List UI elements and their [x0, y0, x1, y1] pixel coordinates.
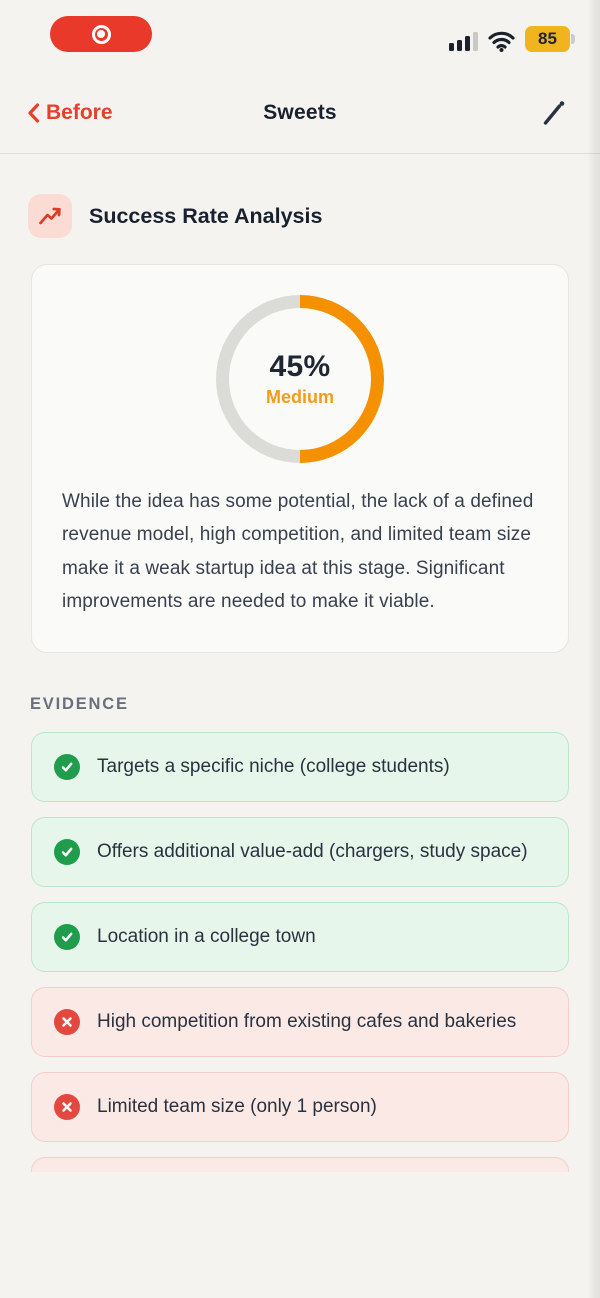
cellular-signal-icon: [449, 32, 478, 52]
chevron-left-icon: [28, 102, 40, 123]
check-circle-icon: [54, 839, 80, 865]
navigation-bar: Before Sweets: [0, 72, 600, 154]
success-donut: 45% Medium: [216, 295, 384, 463]
pencil-icon: [543, 101, 565, 125]
back-button-label: Before: [46, 100, 113, 124]
trending-up-icon: [28, 194, 72, 238]
check-circle-icon: [54, 924, 80, 950]
evidence-item: High competition from existing cafes and…: [31, 987, 569, 1057]
status-bar: 85: [0, 0, 600, 72]
battery-icon: 85: [525, 26, 575, 52]
wifi-icon: [488, 31, 515, 52]
evidence-item-text: Location in a college town: [97, 926, 316, 947]
battery-percent: 85: [538, 29, 557, 48]
analysis-summary-text: While the idea has some potential, the l…: [62, 491, 534, 612]
evidence-item: Location in a college town: [31, 902, 569, 972]
success-rate-value: 45%: [269, 350, 331, 383]
x-circle-icon: [54, 1009, 80, 1035]
evidence-item-text: Offers additional value-add (chargers, s…: [97, 841, 528, 862]
status-icons: 85: [449, 26, 575, 52]
edit-button[interactable]: [536, 96, 570, 130]
page-title: Sweets: [263, 100, 337, 124]
success-rate-card: 45% Medium While the idea has some poten…: [31, 264, 569, 653]
evidence-section-header: EVIDENCE: [30, 695, 129, 713]
record-icon: [91, 24, 111, 44]
analysis-section-header: Success Rate Analysis: [28, 194, 600, 238]
evidence-item: Offers additional value-add (chargers, s…: [31, 817, 569, 887]
evidence-list: Targets a specific niche (college studen…: [31, 732, 569, 1172]
evidence-item: [31, 1157, 569, 1172]
back-button[interactable]: Before: [27, 72, 113, 153]
evidence-item-text: Limited team size (only 1 person): [97, 1096, 377, 1117]
evidence-item: Limited team size (only 1 person): [31, 1072, 569, 1142]
donut-center: 45% Medium: [229, 308, 371, 450]
section-title: Success Rate Analysis: [89, 203, 323, 228]
evidence-item-text: Targets a specific niche (college studen…: [97, 756, 450, 777]
check-circle-icon: [54, 754, 80, 780]
evidence-item: Targets a specific niche (college studen…: [31, 732, 569, 802]
evidence-item-text: High competition from existing cafes and…: [97, 1011, 517, 1032]
screen-recording-indicator[interactable]: [50, 16, 152, 52]
success-rate-rating: Medium: [265, 387, 334, 407]
x-circle-icon: [54, 1094, 80, 1120]
